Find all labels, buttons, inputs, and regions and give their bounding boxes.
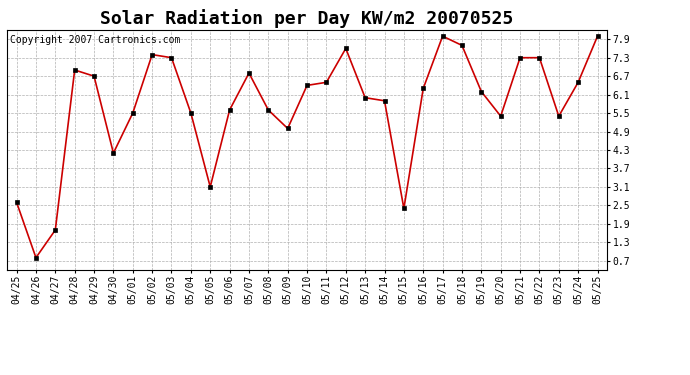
Title: Solar Radiation per Day KW/m2 20070525: Solar Radiation per Day KW/m2 20070525 [101, 9, 513, 28]
Text: Copyright 2007 Cartronics.com: Copyright 2007 Cartronics.com [10, 35, 180, 45]
